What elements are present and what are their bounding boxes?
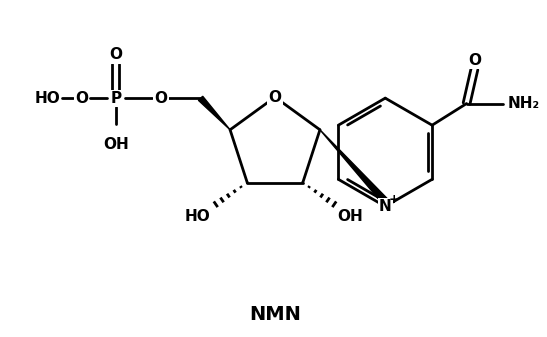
Text: HO: HO [185, 209, 211, 224]
Text: O: O [155, 91, 168, 106]
Polygon shape [199, 96, 230, 130]
Text: N: N [379, 199, 392, 214]
Text: P: P [110, 91, 121, 106]
Text: HO: HO [34, 91, 60, 106]
Text: O: O [468, 53, 481, 68]
Polygon shape [320, 130, 388, 204]
Text: NH₂: NH₂ [508, 96, 540, 111]
Text: O: O [269, 90, 282, 105]
Text: +: + [389, 193, 399, 206]
Text: O: O [109, 48, 123, 62]
Text: O: O [75, 91, 88, 106]
Text: OH: OH [337, 209, 363, 224]
Text: NMN: NMN [249, 305, 301, 324]
Text: OH: OH [103, 137, 129, 152]
